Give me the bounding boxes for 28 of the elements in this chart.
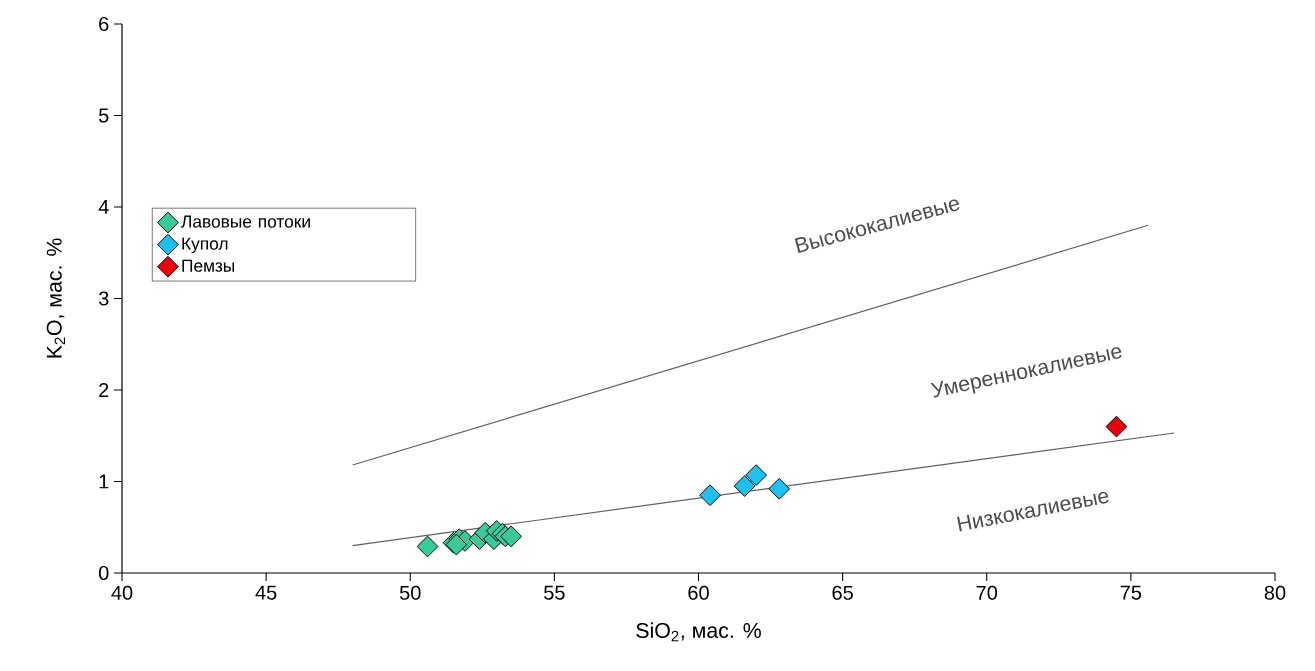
point <box>500 525 522 548</box>
x-tick-label: 40 <box>111 585 133 600</box>
y-tick-label: 5 <box>98 108 109 123</box>
legend-label: Пемзы <box>182 259 235 272</box>
x-tick-label: 70 <box>976 585 998 600</box>
x-tick-label: 75 <box>1120 585 1142 600</box>
y-tick-label: 4 <box>98 200 109 214</box>
x-axis-title: SiO$_{2}$, мас. % <box>636 622 761 642</box>
y-tick-label: 3 <box>98 291 109 306</box>
legend-label: Купол <box>182 237 228 254</box>
point <box>1105 415 1128 438</box>
x-tick-label: 50 <box>399 585 421 600</box>
point <box>745 464 767 486</box>
point <box>699 484 721 507</box>
x-tick-label: 60 <box>688 585 709 600</box>
y-tick-label: 1 <box>99 474 109 489</box>
point <box>768 477 791 500</box>
legend-label: Лавовые потоки <box>181 215 310 228</box>
x-tick-label: 55 <box>544 585 565 600</box>
point <box>733 475 756 497</box>
y-axis-title: K$_{2}$O, мас. % <box>46 238 66 358</box>
y-tick-label: 6 <box>99 16 109 32</box>
x-tick-label: 65 <box>832 585 853 600</box>
x-tick-label: 45 <box>255 585 277 600</box>
x-tick-label: 80 <box>1264 585 1286 600</box>
y-tick-label: 2 <box>99 383 109 397</box>
y-tick-label: 0 <box>98 565 109 581</box>
point <box>416 535 439 558</box>
